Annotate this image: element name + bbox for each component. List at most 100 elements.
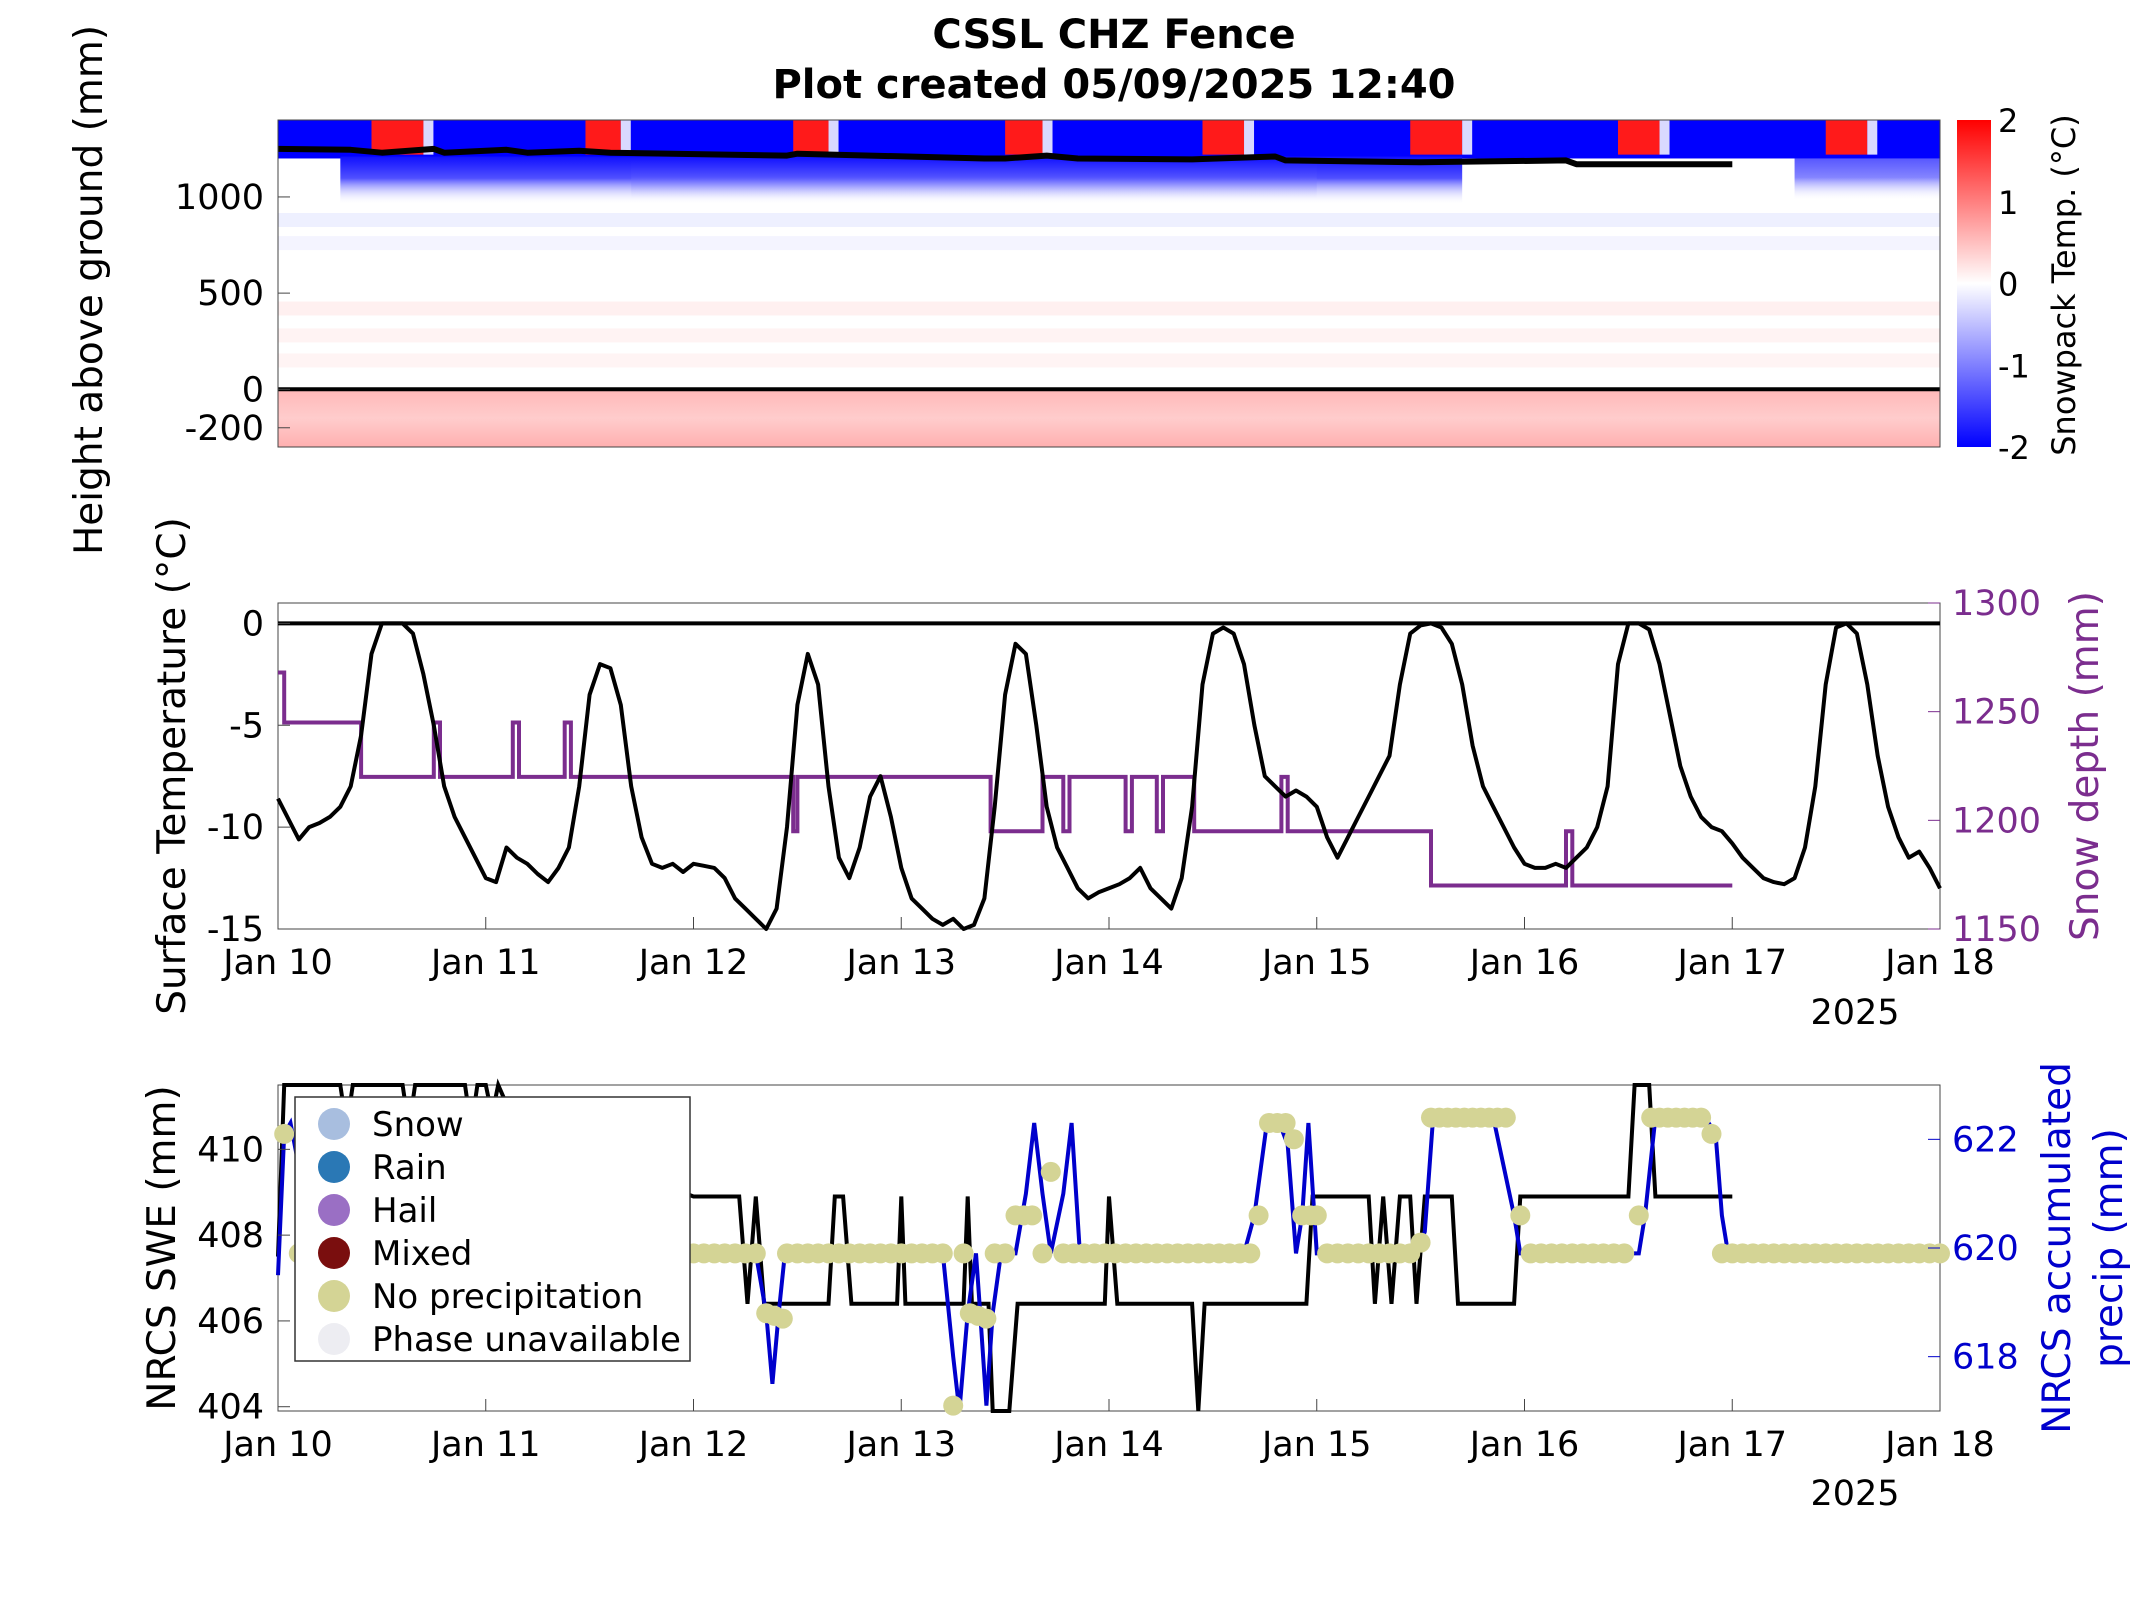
colorbar-ticks: 2 1 0 -1 -2 bbox=[1998, 102, 2030, 467]
legend-marker bbox=[318, 1151, 350, 1183]
no-precip-marker bbox=[1495, 1107, 1516, 1128]
legend-marker bbox=[318, 1108, 350, 1140]
colorbar-tick-label: -2 bbox=[1998, 429, 2030, 467]
no-precip-marker bbox=[745, 1243, 766, 1264]
no-precip-marker bbox=[1275, 1113, 1296, 1133]
y-tick-label: 404 bbox=[197, 1388, 264, 1428]
y-tick-label: 0 bbox=[242, 370, 264, 410]
x-tick-label: Jan 16 bbox=[1468, 943, 1580, 983]
x-tick-label: Jan 13 bbox=[844, 1425, 956, 1465]
x-tick-label: Jan 12 bbox=[637, 943, 749, 983]
y-tick-label: -15 bbox=[207, 910, 264, 950]
snowpack-cold-region bbox=[1794, 158, 1940, 201]
x-tick-label: Jan 15 bbox=[1260, 943, 1372, 983]
soil-temperature-layer bbox=[278, 389, 1940, 447]
legend-label: Phase unavailable bbox=[372, 1320, 681, 1360]
snowpack-axes-box bbox=[277, 119, 1941, 448]
figure-subtitle: Plot created 05/09/2025 12:40 bbox=[772, 62, 1455, 108]
colorbar-label: Snowpack Temp. (°C) bbox=[2045, 114, 2083, 456]
legend-label: Rain bbox=[372, 1148, 447, 1188]
warm-surface-fade bbox=[828, 120, 839, 155]
legend-label: Snow bbox=[372, 1105, 464, 1145]
surface-panel: 0 -5 -10 -15 1300 1250 1200 1150 Jan 10 Jan 11 Jan… bbox=[150, 517, 2108, 1033]
colorbar bbox=[1957, 120, 1991, 447]
surface-ylabel: Surface Temperature (°C) bbox=[150, 517, 195, 1015]
x-tick-label: Jan 12 bbox=[637, 1425, 749, 1465]
no-precip-marker bbox=[1022, 1205, 1043, 1226]
y-tick-label: 500 bbox=[197, 274, 264, 314]
legend-marker bbox=[318, 1194, 350, 1226]
x-tick-label: Jan 18 bbox=[1883, 943, 1995, 983]
warm-surface-period bbox=[1617, 120, 1660, 155]
y-tick-label: -5 bbox=[229, 706, 264, 746]
snow-depth-ylabel: Snow depth (mm) bbox=[2063, 591, 2108, 941]
snowpack-ylabel: Height above ground (mm) bbox=[67, 25, 112, 555]
legend-label: Mixed bbox=[372, 1234, 472, 1274]
snowpack-temp-band bbox=[278, 236, 1940, 251]
surface-year-label: 2025 bbox=[1810, 993, 1899, 1033]
y-right-tick-label: 622 bbox=[1952, 1120, 2019, 1160]
nrcs-precip-line bbox=[276, 1115, 1940, 1412]
y-right-tick-label: 618 bbox=[1952, 1338, 2019, 1378]
x-tick-label: Jan 14 bbox=[1052, 943, 1164, 983]
no-precip-marker bbox=[1510, 1205, 1531, 1226]
x-tick-label: Jan 10 bbox=[221, 1425, 333, 1465]
figure-title: CSSL CHZ Fence bbox=[932, 12, 1295, 58]
y-tick-label: -10 bbox=[207, 808, 264, 848]
warm-surface-period bbox=[1005, 120, 1043, 155]
no-precip-marker bbox=[1240, 1243, 1261, 1264]
x-tick-label: Jan 11 bbox=[429, 1425, 541, 1465]
y-tick-label: 406 bbox=[197, 1302, 264, 1342]
no-precip-marker bbox=[995, 1243, 1016, 1264]
y-right-tick-label: 1150 bbox=[1952, 910, 2041, 950]
snowpack-temp-band bbox=[278, 213, 1940, 228]
no-precip-marker bbox=[1701, 1123, 1722, 1144]
nrcs-precip-ylabel-line2: precip (mm) bbox=[2087, 1128, 2132, 1368]
y-right-tick-label: 620 bbox=[1952, 1229, 2019, 1269]
warm-surface-fade bbox=[1244, 120, 1255, 155]
no-precip-marker bbox=[274, 1123, 295, 1144]
no-precip-marker bbox=[1032, 1243, 1053, 1264]
snowpack-y-ticks: 1000 500 0-200 bbox=[175, 178, 290, 449]
no-precip-marker bbox=[1930, 1243, 1950, 1264]
no-precip-marker bbox=[1040, 1161, 1061, 1182]
warm-surface-period bbox=[793, 120, 829, 155]
no-precip-marker bbox=[932, 1243, 953, 1264]
colorbar-tick-label: 2 bbox=[1998, 102, 2018, 140]
colorbar-tick-label: 0 bbox=[1998, 266, 2018, 304]
surface-ticks: 0 -5 -10 -15 1300 1250 1200 1150 Jan 10 Jan 11 Jan… bbox=[207, 584, 2041, 983]
surface-plot-area bbox=[276, 621, 1942, 931]
x-tick-label: Jan 13 bbox=[844, 943, 956, 983]
y-tick-label: 1000 bbox=[175, 178, 264, 218]
snowpack-temp-band bbox=[278, 353, 1940, 368]
nrcs-swe-ylabel: NRCS SWE (mm) bbox=[140, 1085, 185, 1410]
warm-surface-fade bbox=[1659, 120, 1670, 155]
nrcs-year-label: 2025 bbox=[1810, 1474, 1899, 1514]
warm-surface-period bbox=[1202, 120, 1245, 155]
legend-marker bbox=[318, 1237, 350, 1269]
no-precip-marker bbox=[1306, 1205, 1327, 1226]
snow-surface-line bbox=[277, 145, 1733, 168]
y-tick-label: 408 bbox=[197, 1216, 264, 1256]
legend-label: Hail bbox=[372, 1191, 437, 1231]
y-right-tick-label: 1200 bbox=[1952, 801, 2041, 841]
warm-surface-fade bbox=[620, 120, 631, 155]
y-right-tick-label: 1250 bbox=[1952, 693, 2041, 733]
surface-axes-box bbox=[277, 602, 1941, 930]
nrcs-ticks: 410 408 406 404 622 620 618 Jan 10 Jan 11 Jan 12 J… bbox=[197, 1120, 2019, 1465]
x-tick-label: Jan 16 bbox=[1468, 1425, 1580, 1465]
no-precip-marker bbox=[976, 1308, 997, 1329]
x-tick-label: Jan 14 bbox=[1052, 1425, 1164, 1465]
no-precip-marker bbox=[1283, 1129, 1304, 1150]
y-tick-label: 0 bbox=[242, 604, 264, 644]
no-precip-marker bbox=[1628, 1205, 1649, 1226]
y-right-tick-label: 1300 bbox=[1952, 584, 2041, 624]
colorbar-tick-label: 1 bbox=[1998, 184, 2018, 222]
nrcs-precip-ylabel-line1: NRCS accumulated bbox=[2035, 1062, 2080, 1434]
legend-marker bbox=[318, 1323, 350, 1355]
x-tick-label: Jan 17 bbox=[1675, 1425, 1787, 1465]
y-tick-label: 410 bbox=[197, 1130, 264, 1170]
x-tick-label: Jan 15 bbox=[1260, 1425, 1372, 1465]
snow-depth-line bbox=[278, 670, 1733, 888]
